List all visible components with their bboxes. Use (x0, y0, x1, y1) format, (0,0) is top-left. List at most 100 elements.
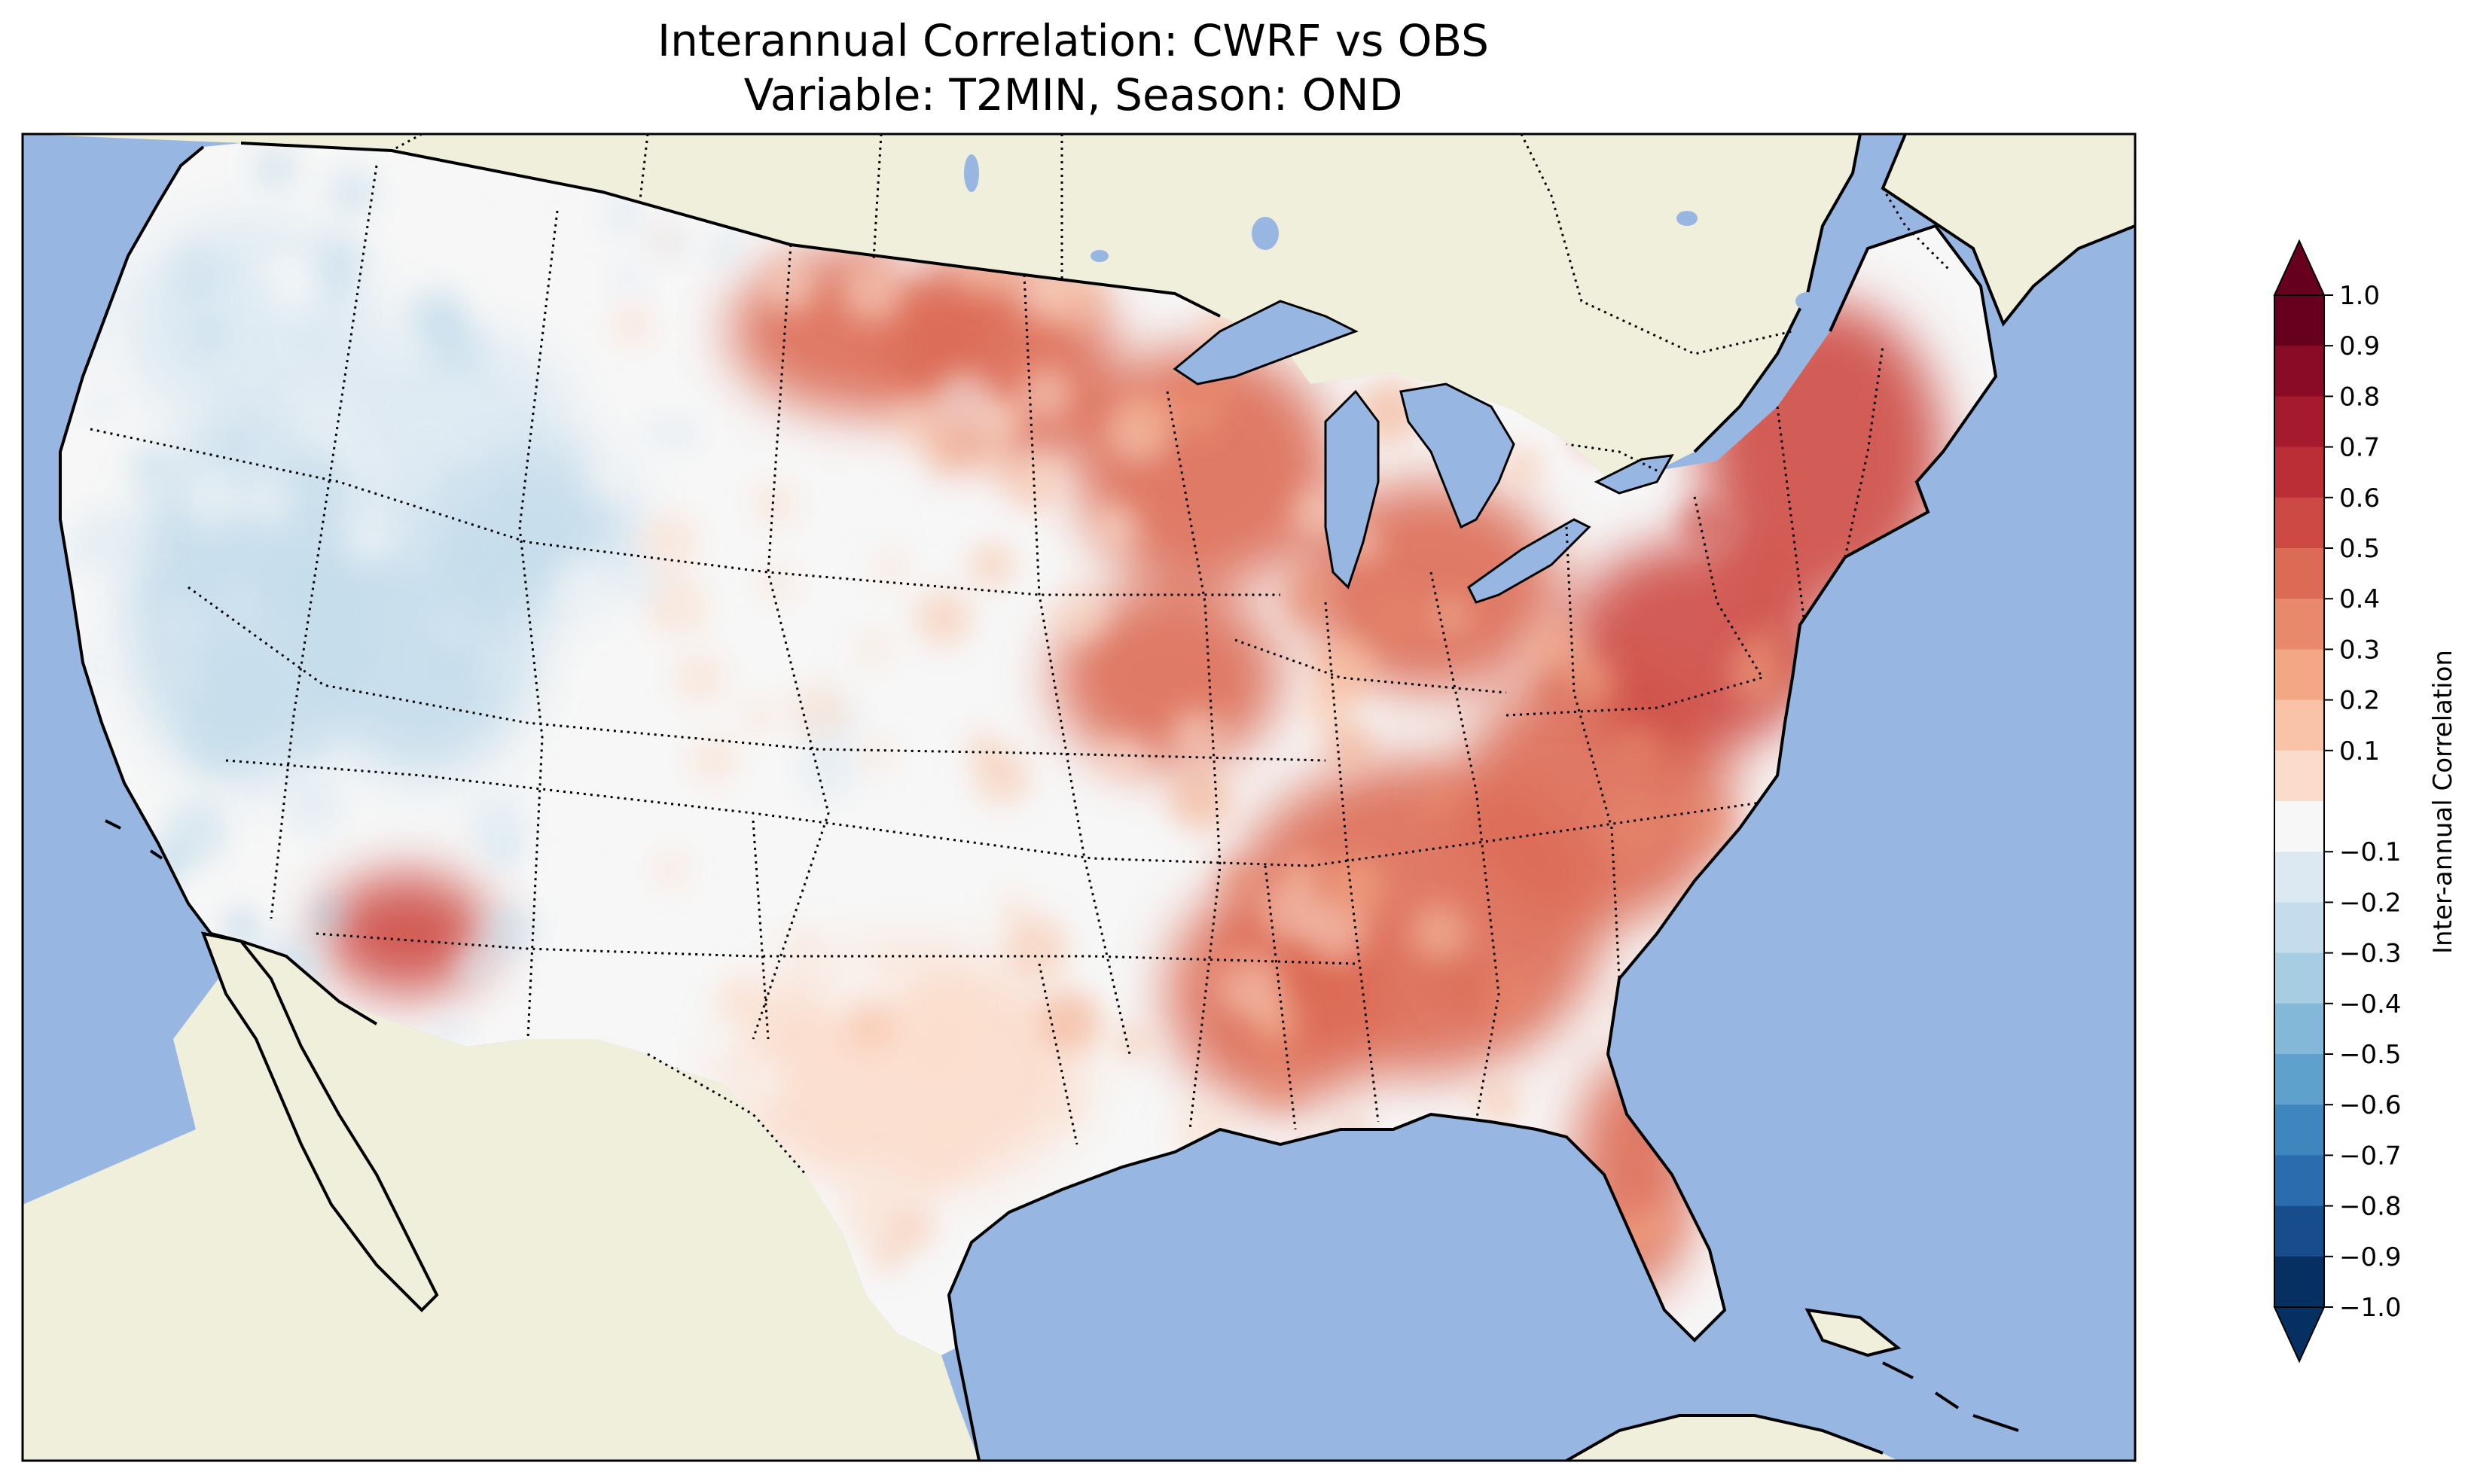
colorbar-tick-label: −0.5 (2339, 1040, 2402, 1070)
field-texture-cell (587, 453, 636, 502)
field-texture-cell (689, 736, 738, 785)
lake-michigan (1325, 392, 1378, 587)
field-texture-cell (426, 637, 470, 681)
colorbar-tick-label: −0.6 (2339, 1090, 2402, 1120)
colorbar-swatch (2274, 1105, 2324, 1156)
colorbar-tick-label: −0.2 (2339, 888, 2402, 918)
field-texture-cell (1053, 1095, 1082, 1125)
great-lakes (1175, 301, 1672, 602)
field-texture-cell (328, 169, 377, 218)
colorbar-tick-label: 0.5 (2339, 534, 2380, 564)
field-texture-cell (186, 313, 230, 357)
region-southwest-arizona (324, 873, 490, 994)
chart-title-line2: Variable: T2MIN, Season: OND (743, 69, 1403, 120)
colorbar-tick-label: −0.1 (2339, 837, 2402, 867)
colorbar-extend-bottom (2273, 1306, 2326, 1364)
colorbar-tick-label: −0.4 (2339, 989, 2402, 1019)
field-texture-cell (932, 372, 995, 434)
field-texture-cell (910, 1027, 960, 1077)
field-texture-cell (424, 303, 465, 344)
field-texture-cell (856, 632, 890, 666)
colorbar-swatch (2274, 801, 2324, 852)
region-midwest (1054, 587, 1280, 768)
field-texture-cell (546, 846, 604, 904)
field-texture-cell (764, 260, 817, 313)
field-texture-cell (163, 660, 195, 692)
field-texture-cell (72, 508, 134, 570)
field-texture-cell (615, 262, 646, 294)
field-texture-cell (84, 390, 117, 423)
field-texture-cell (442, 468, 476, 502)
field-texture-cell (974, 748, 1030, 804)
field-texture-cell (1324, 858, 1389, 922)
field-texture-cell (1475, 1080, 1523, 1126)
field-texture-cell (1729, 641, 1790, 703)
field-texture-cell (822, 628, 859, 666)
field-texture-cell (877, 437, 934, 495)
field-texture-cell (1260, 880, 1322, 943)
field-texture-cell (435, 614, 468, 648)
colorbar-tick-label: −0.7 (2339, 1141, 2402, 1171)
field-texture-cell (1373, 590, 1423, 639)
field-texture-cell (316, 233, 364, 282)
colorbar-tick-label: 0.6 (2339, 483, 2380, 513)
field-texture-cell (1169, 769, 1232, 832)
mexico-land (23, 941, 979, 1461)
lake-erie (1469, 520, 1589, 602)
lake-superior (1175, 301, 1356, 384)
colorbar-swatch (2274, 1003, 2324, 1055)
field-texture-cell (861, 739, 892, 771)
field-texture-cell (1411, 904, 1467, 961)
field-texture-cell (551, 556, 613, 617)
field-texture-cell (1217, 946, 1258, 987)
field-texture-cell (184, 704, 250, 770)
field-texture-cell (423, 522, 471, 570)
colorbar-tick-label: −0.3 (2339, 939, 2402, 969)
colorbar-swatch (2274, 446, 2324, 498)
map-frame (21, 133, 2137, 1462)
canadian-lakes (964, 154, 1820, 310)
field-texture-cell (844, 1000, 896, 1052)
field-texture-cell (1170, 708, 1223, 761)
gulf-coast-mexico (1566, 1415, 1898, 1461)
field-texture-cell (1603, 797, 1663, 858)
field-texture-cell (1091, 502, 1140, 552)
field-texture-cell (1101, 738, 1147, 784)
field-texture-cell (1219, 861, 1260, 901)
province-borders (391, 134, 1952, 1175)
colorbar-swatch (2274, 699, 2324, 751)
colorbar-tick-label: 0.8 (2339, 382, 2380, 412)
field-texture-cell (264, 552, 328, 615)
field-texture-cell (873, 550, 908, 586)
field-texture-cell (599, 533, 642, 576)
field-texture-cell (243, 477, 293, 526)
field-texture-cell (465, 788, 529, 852)
field-texture-cell (929, 509, 959, 539)
field-texture-cell (761, 566, 795, 601)
colorbar-blocks (2273, 239, 2326, 1364)
colorbar-swatch (2274, 346, 2324, 397)
field-texture-cell (1281, 571, 1338, 626)
colorbar-swatch (2274, 902, 2324, 954)
field-texture-cell (319, 270, 349, 300)
field-texture-cell (798, 742, 857, 800)
field-texture-cell (485, 672, 514, 700)
baja-california (203, 934, 437, 1310)
field-texture-cell (1020, 367, 1073, 421)
field-texture-cell (704, 1020, 741, 1057)
field-texture-cell (1030, 464, 1063, 497)
field-texture-cell (163, 799, 229, 864)
field-texture-cell (934, 1135, 976, 1178)
field-texture-cell (891, 765, 929, 803)
field-texture-cell (257, 246, 311, 300)
field-texture-cell (704, 227, 747, 270)
field-texture-cell (639, 513, 700, 572)
colorbar-tick-label: 0.3 (2339, 635, 2380, 665)
colorbar-swatch (2274, 1205, 2324, 1257)
colorbar-tick-label: 0.4 (2339, 584, 2380, 614)
colorbar-tick-label: 0.2 (2339, 686, 2380, 716)
colorbar-tick-label: −0.9 (2339, 1242, 2402, 1272)
field-texture-cell (909, 715, 944, 750)
field-texture-cell (294, 457, 349, 511)
colorbar-frame (2274, 294, 2325, 1308)
